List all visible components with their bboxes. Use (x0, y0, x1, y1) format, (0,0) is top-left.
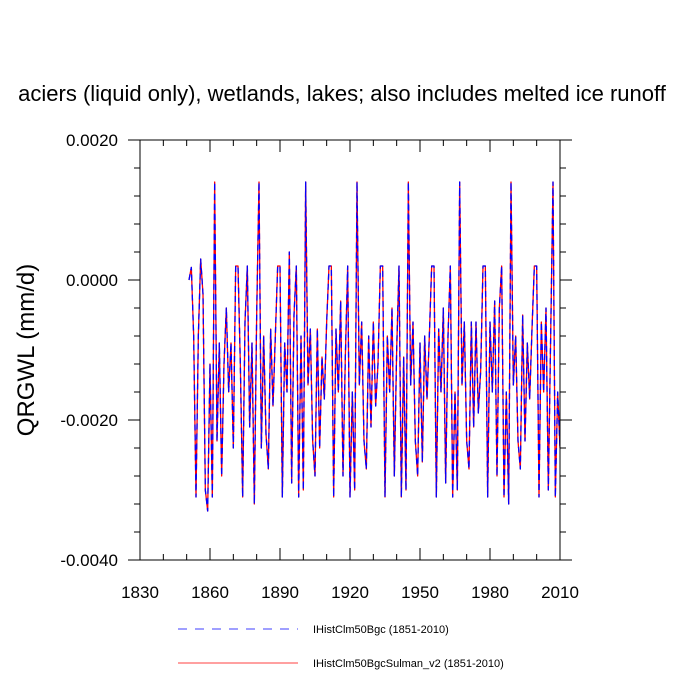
y-tick-label-1: -0.0020 (60, 411, 118, 430)
y-tick-label-0: -0.0040 (60, 551, 118, 570)
x-tick-label-2010: 2010 (541, 583, 579, 602)
x-tick-label-1890: 1890 (261, 583, 299, 602)
y-axis-label: QRGWL (mm/d) (13, 264, 40, 436)
chart-title: aciers (liquid only), wetlands, lakes; a… (18, 81, 667, 106)
y-tick-label-2: 0.0000 (66, 271, 118, 290)
x-tick-label-1830: 1830 (121, 583, 159, 602)
legend: IHistClm50Bgc (1851-2010) IHistClm50BgcS… (178, 624, 504, 670)
x-tick-label-1950: 1950 (401, 583, 439, 602)
series-line-1 (188, 181, 560, 512)
x-tick-label-1980: 1980 (471, 583, 509, 602)
legend-label-series-2: IHistClm50BgcSulman_v2 (1851-2010) (313, 658, 504, 670)
y-tick-label-3: 0.0020 (66, 131, 118, 150)
tick-layer: 1830 1860 1890 1920 1950 1980 2010 -0.0040 -0.00… (60, 131, 579, 602)
x-tick-label-1860: 1860 (191, 583, 229, 602)
x-tick-label-1920: 1920 (331, 583, 369, 602)
legend-label-series-1: IHistClm50Bgc (1851-2010) (313, 624, 449, 636)
series-layer (188, 181, 560, 512)
